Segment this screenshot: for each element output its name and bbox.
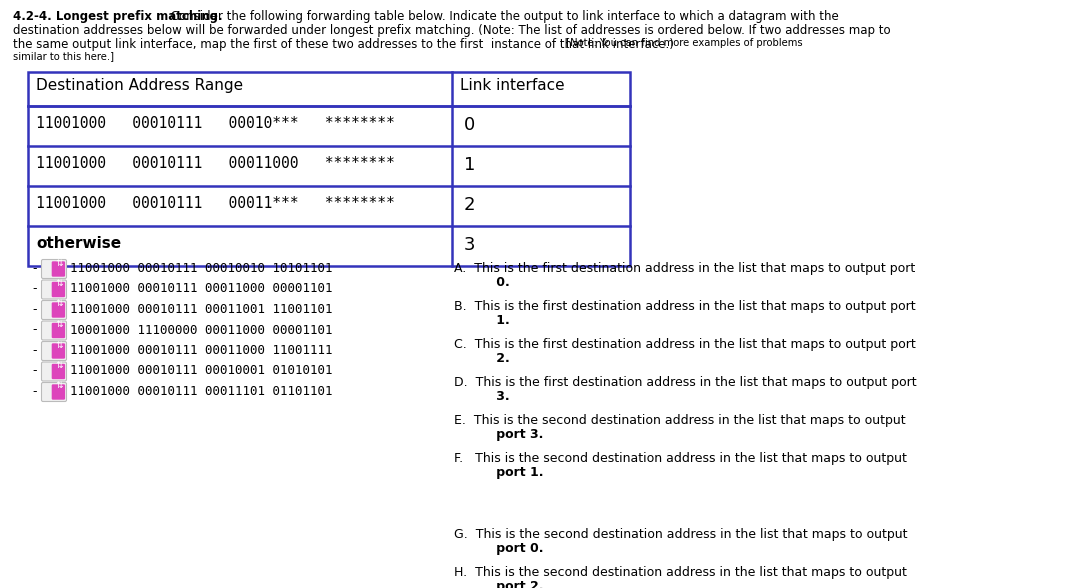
- Text: -: -: [32, 282, 37, 296]
- Text: H.  This is the second destination address in the list that maps to output: H. This is the second destination addres…: [454, 566, 907, 579]
- Text: 4.2-4. Longest prefix matching.: 4.2-4. Longest prefix matching.: [13, 10, 223, 23]
- Text: 11001000   00010111   00011000   ********: 11001000 00010111 00011000 ********: [36, 156, 395, 171]
- Text: ⇅: ⇅: [55, 382, 62, 390]
- Text: ⇅: ⇅: [55, 361, 62, 370]
- FancyBboxPatch shape: [52, 261, 65, 277]
- FancyBboxPatch shape: [42, 342, 67, 360]
- Text: A.  This is the first destination address in the list that maps to output port: A. This is the first destination address…: [454, 262, 915, 275]
- Text: ⇅: ⇅: [55, 320, 62, 329]
- Text: ⇅: ⇅: [55, 340, 62, 349]
- Text: C.  This is the first destination address in the list that maps to output port: C. This is the first destination address…: [454, 338, 915, 351]
- Text: G.  This is the second destination address in the list that maps to output: G. This is the second destination addres…: [454, 528, 908, 541]
- Text: port 3.: port 3.: [470, 428, 544, 441]
- Text: -: -: [32, 262, 37, 275]
- Text: ⇅: ⇅: [55, 279, 62, 288]
- Text: port 0.: port 0.: [470, 542, 544, 555]
- FancyBboxPatch shape: [42, 300, 67, 319]
- Text: 11001000 00010111 00011001 11001101: 11001000 00010111 00011001 11001101: [70, 303, 333, 316]
- Text: 11001000   00010111   00010***   ********: 11001000 00010111 00010*** ********: [36, 116, 395, 131]
- FancyBboxPatch shape: [42, 383, 67, 402]
- Text: 0.: 0.: [470, 276, 509, 289]
- Text: port 1.: port 1.: [470, 466, 544, 479]
- Text: similar to this here.]: similar to this here.]: [13, 51, 114, 61]
- Text: Destination Address Range: Destination Address Range: [36, 78, 243, 93]
- FancyBboxPatch shape: [52, 343, 65, 359]
- Text: B.  This is the first destination address in the list that maps to output port: B. This is the first destination address…: [454, 300, 915, 313]
- Text: 3: 3: [464, 236, 476, 254]
- Text: 2.: 2.: [470, 352, 509, 365]
- Text: [Note: You can find more examples of problems: [Note: You can find more examples of pro…: [563, 38, 802, 48]
- Text: otherwise: otherwise: [36, 236, 121, 251]
- Text: 11001000 00010111 00010010 10101101: 11001000 00010111 00010010 10101101: [70, 262, 333, 275]
- Text: 11001000 00010111 00011000 00001101: 11001000 00010111 00011000 00001101: [70, 282, 333, 296]
- Text: port 2.: port 2.: [470, 580, 544, 588]
- Text: 1.: 1.: [470, 314, 509, 327]
- Text: 10001000 11100000 00011000 00001101: 10001000 11100000 00011000 00001101: [70, 323, 333, 336]
- FancyBboxPatch shape: [52, 385, 65, 400]
- Text: 11001000 00010111 00011000 11001111: 11001000 00010111 00011000 11001111: [70, 344, 333, 357]
- Text: 2: 2: [464, 196, 476, 214]
- Text: the same output link interface, map the first of these two addresses to the firs: the same output link interface, map the …: [13, 38, 674, 51]
- FancyBboxPatch shape: [52, 364, 65, 379]
- FancyBboxPatch shape: [52, 323, 65, 338]
- Text: -: -: [32, 323, 37, 336]
- FancyBboxPatch shape: [42, 259, 67, 279]
- Text: -: -: [32, 365, 37, 377]
- FancyBboxPatch shape: [42, 321, 67, 340]
- Text: 11001000   00010111   00011***   ********: 11001000 00010111 00011*** ********: [36, 196, 395, 211]
- Text: destination addresses below will be forwarded under longest prefix matching. (No: destination addresses below will be forw…: [13, 24, 891, 37]
- Text: 1: 1: [464, 156, 475, 174]
- FancyBboxPatch shape: [52, 282, 65, 297]
- Text: Link interface: Link interface: [460, 78, 564, 93]
- Text: -: -: [32, 303, 37, 316]
- Text: F.   This is the second destination address in the list that maps to output: F. This is the second destination addres…: [454, 452, 907, 465]
- Text: ⇅: ⇅: [55, 259, 62, 268]
- FancyBboxPatch shape: [42, 280, 67, 299]
- Text: D.  This is the first destination address in the list that maps to output port: D. This is the first destination address…: [454, 376, 917, 389]
- Text: 3.: 3.: [470, 390, 509, 403]
- Text: 11001000 00010111 00010001 01010101: 11001000 00010111 00010001 01010101: [70, 365, 333, 377]
- Text: -: -: [32, 344, 37, 357]
- Text: 0: 0: [464, 116, 475, 134]
- FancyBboxPatch shape: [52, 302, 65, 318]
- Text: Consider the following forwarding table below. Indicate the output to link inter: Consider the following forwarding table …: [167, 10, 839, 23]
- Text: E.  This is the second destination address in the list that maps to output: E. This is the second destination addres…: [454, 414, 906, 427]
- Text: ⇅: ⇅: [55, 299, 62, 309]
- Text: 11001000 00010111 00011101 01101101: 11001000 00010111 00011101 01101101: [70, 385, 333, 398]
- Bar: [28, 72, 630, 266]
- FancyBboxPatch shape: [42, 362, 67, 381]
- Text: -: -: [32, 385, 37, 398]
